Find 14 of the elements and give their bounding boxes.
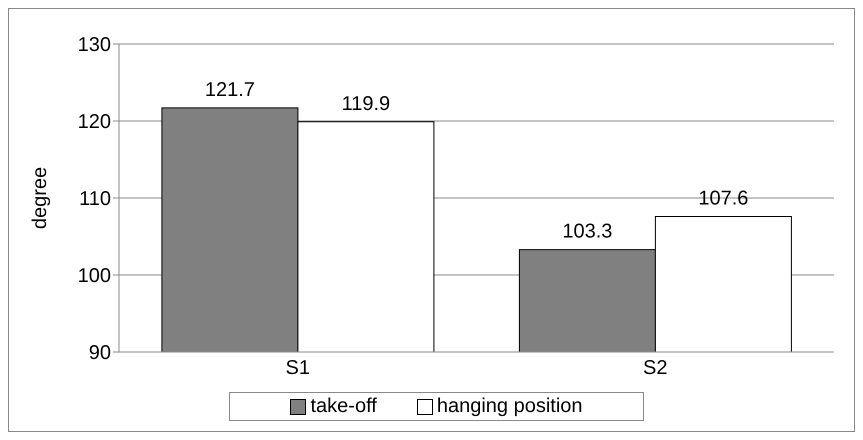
data-label: 121.7 bbox=[204, 78, 255, 101]
y-tick-label: 120 bbox=[78, 111, 111, 134]
y-tick-label: 100 bbox=[78, 265, 111, 288]
y-axis-title: degree bbox=[29, 166, 52, 230]
data-label: 119.9 bbox=[342, 92, 390, 115]
legend-label: take-off bbox=[309, 395, 377, 418]
x-tick-label: S1 bbox=[286, 357, 310, 380]
legend-label: hanging position bbox=[436, 395, 583, 418]
y-tick-label: 110 bbox=[79, 188, 111, 210]
y-tick-label: 130 bbox=[78, 34, 111, 56]
x-tick-label: S2 bbox=[643, 357, 668, 380]
data-label: 107.6 bbox=[698, 187, 748, 210]
y-tick-label: 90 bbox=[88, 342, 111, 364]
data-label: 103.3 bbox=[562, 220, 612, 243]
